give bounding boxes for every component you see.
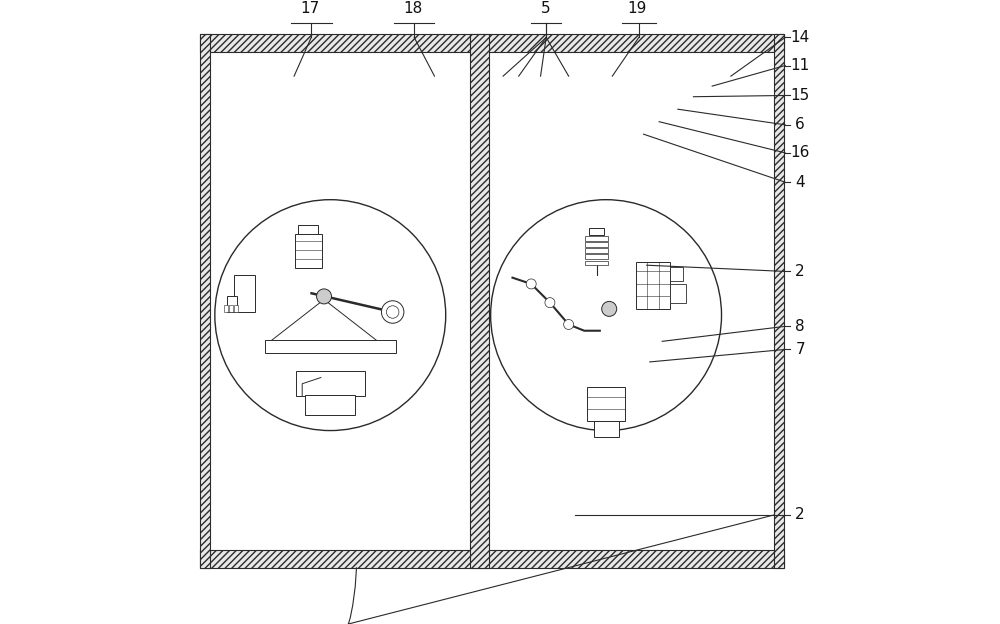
Bar (489, 52, 774, 550)
Circle shape (545, 298, 555, 308)
Bar (636, 262, 670, 309)
Bar (200, 550, 784, 568)
Bar (224, 305, 228, 312)
Bar (305, 395, 355, 415)
Bar (234, 275, 255, 312)
Bar (585, 248, 608, 253)
Bar (585, 236, 608, 241)
Bar (670, 284, 686, 303)
Circle shape (526, 279, 536, 289)
Bar (298, 225, 318, 234)
Circle shape (386, 306, 399, 318)
Text: 17: 17 (300, 1, 319, 16)
Text: 4: 4 (795, 175, 805, 190)
Text: 16: 16 (790, 145, 810, 160)
Text: 18: 18 (403, 1, 422, 16)
Bar (296, 371, 365, 396)
Text: 19: 19 (628, 1, 647, 16)
Polygon shape (268, 300, 380, 343)
Circle shape (491, 200, 722, 431)
Text: 8: 8 (795, 319, 805, 334)
Bar (589, 228, 604, 235)
Bar (470, 34, 489, 568)
Bar (210, 52, 470, 550)
Bar (585, 255, 608, 259)
Text: 7: 7 (795, 342, 805, 357)
Circle shape (564, 319, 574, 329)
Circle shape (215, 200, 446, 431)
Text: 14: 14 (791, 30, 810, 45)
Bar (295, 234, 322, 268)
Bar (227, 296, 237, 312)
Text: 2: 2 (795, 264, 805, 279)
Bar (670, 267, 683, 281)
Text: 5: 5 (541, 1, 550, 16)
Bar (229, 305, 233, 312)
Bar (265, 340, 396, 353)
Text: 6: 6 (795, 117, 805, 132)
Bar (234, 305, 238, 312)
Text: 15: 15 (791, 88, 810, 103)
Bar (200, 34, 784, 52)
Bar (594, 421, 619, 437)
Bar (585, 261, 608, 265)
Text: 2: 2 (795, 507, 805, 522)
Bar (587, 387, 625, 421)
Circle shape (602, 301, 617, 316)
Circle shape (317, 289, 332, 304)
Bar (585, 242, 608, 247)
Text: 11: 11 (791, 58, 810, 73)
Circle shape (381, 301, 404, 323)
Bar (200, 34, 210, 568)
Bar (774, 34, 784, 568)
